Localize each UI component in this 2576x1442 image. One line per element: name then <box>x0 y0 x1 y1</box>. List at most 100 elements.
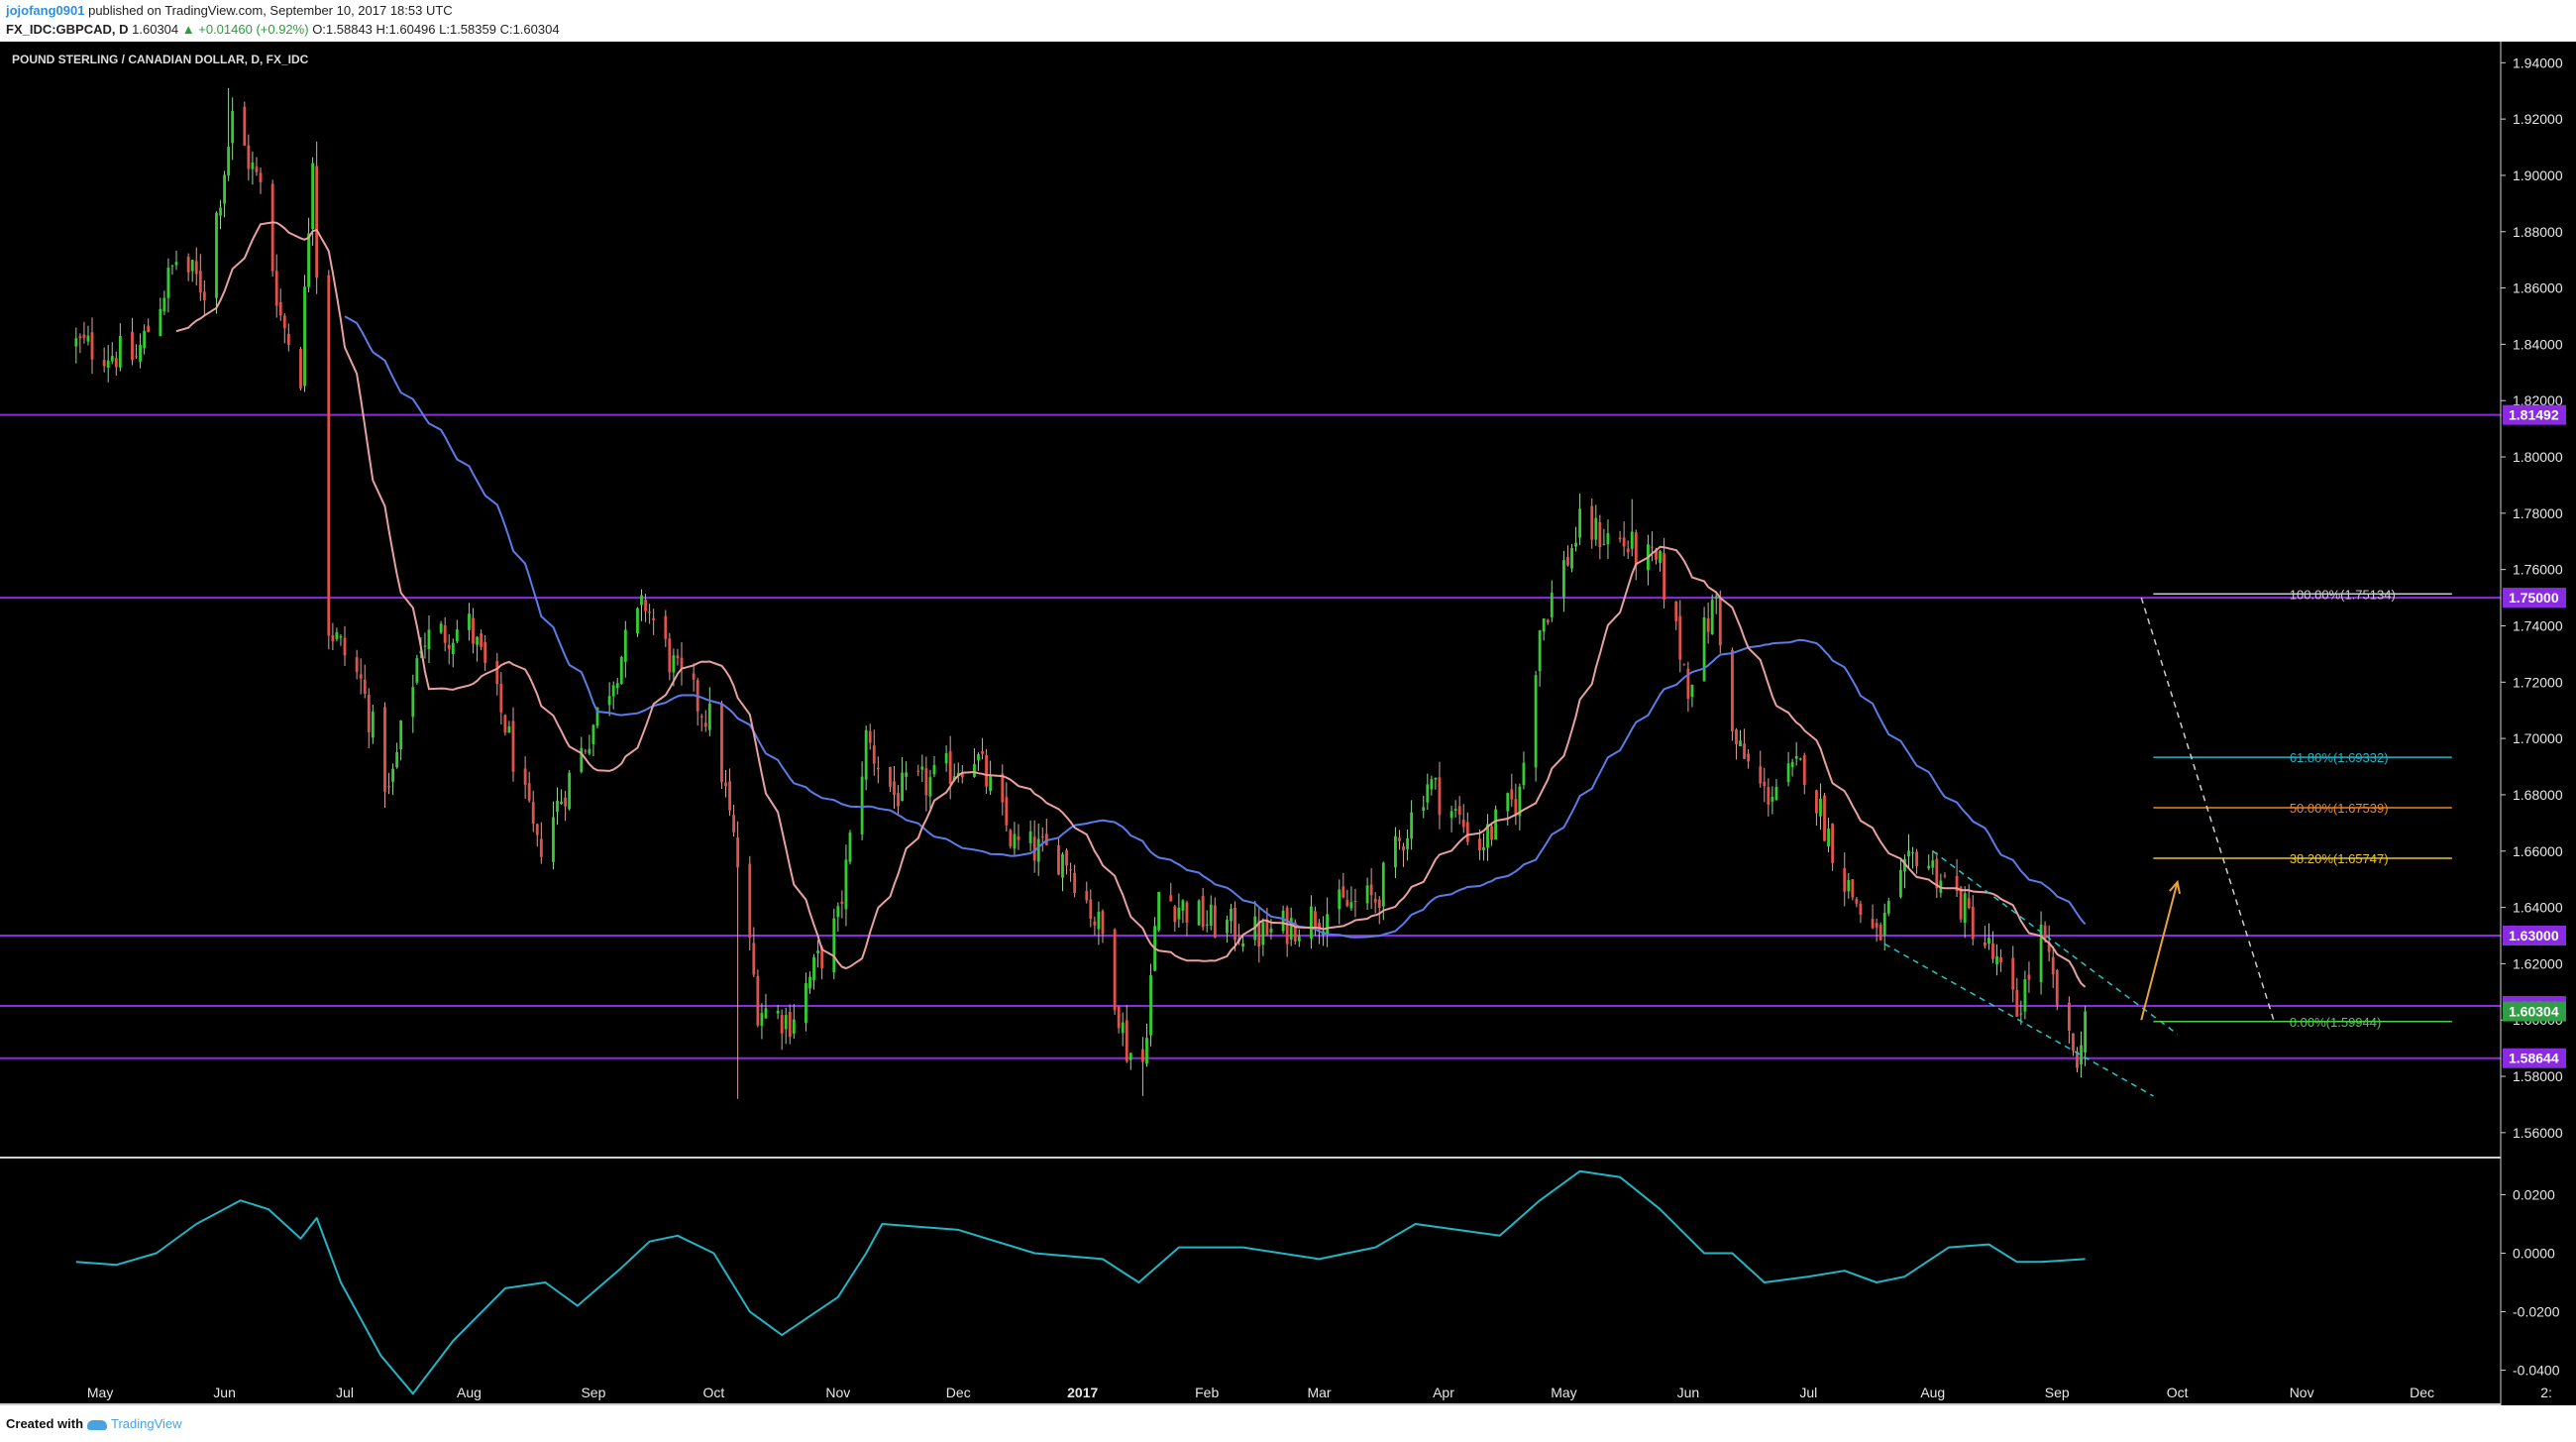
candle-body <box>343 637 347 656</box>
candle-body <box>1630 531 1634 549</box>
candle-body <box>720 704 723 783</box>
candle-body <box>1381 862 1385 907</box>
candle-body <box>2080 1045 2083 1065</box>
bottom-border <box>0 1403 2576 1405</box>
candle-body <box>924 768 928 796</box>
candle-body <box>676 655 680 659</box>
price-axis[interactable]: 1.94000 1.92000 1.90000 1.88000 1.86000 1.840… <box>2500 42 2576 1405</box>
candle-body <box>186 257 190 273</box>
candle-body <box>455 629 459 642</box>
candle-body <box>916 770 920 772</box>
candle-body <box>1261 922 1265 945</box>
time-tick-label: Aug <box>1920 1385 1945 1400</box>
candle-body <box>1365 885 1369 904</box>
candle-body <box>989 776 993 792</box>
candle-body <box>102 360 106 367</box>
candle-body <box>399 721 403 750</box>
candle-body <box>792 1019 796 1034</box>
candle-body <box>1546 619 1550 623</box>
candle-body <box>1465 822 1469 842</box>
candle-body <box>728 781 731 811</box>
candle-body <box>251 163 255 169</box>
candle-body <box>1598 521 1602 548</box>
candle-body <box>1169 895 1173 902</box>
candle-body <box>194 261 198 275</box>
candle-body <box>166 267 170 298</box>
candle-body <box>1289 918 1293 940</box>
candle-body <box>752 943 756 975</box>
candle-body <box>1550 593 1554 617</box>
candle-body <box>1886 901 1890 914</box>
level-price-tag <box>2503 1048 2566 1068</box>
candle-body <box>468 613 471 630</box>
candle-body <box>876 767 880 770</box>
candle-body <box>619 656 623 685</box>
candle-body <box>580 747 584 772</box>
candle-body <box>1622 537 1626 547</box>
candle-body <box>315 166 319 278</box>
candle-body <box>202 291 206 300</box>
price-chart[interactable]: POUND STERLING / CANADIAN DOLLAR, D, FX_… <box>0 42 2576 1405</box>
oscillator-line <box>75 1169 2086 1395</box>
candle-body <box>748 863 752 939</box>
candle-body <box>106 360 110 368</box>
price-tick-label: 1.86000 <box>2513 280 2563 296</box>
time-tick-label: May <box>1551 1385 1576 1400</box>
candle-body <box>1983 942 1986 946</box>
candle-body <box>1128 1053 1132 1060</box>
publish-info: published on TradingView.com, September … <box>88 3 453 18</box>
fib-level-label: 50.00%(1.67539) <box>2290 801 2389 816</box>
candle-body <box>1718 599 1722 646</box>
candle-body <box>219 207 222 216</box>
candle-body <box>672 655 676 673</box>
candle-body <box>1851 879 1855 898</box>
candle-body <box>591 724 595 745</box>
time-axis[interactable]: May Jun Jul Aug Sep Oct Nov Dec 2017 Feb Mar Apr May… <box>87 1385 2552 1400</box>
tradingview-logo[interactable]: TradingView <box>87 1416 182 1431</box>
candle-body <box>1241 943 1245 947</box>
candle-body <box>1594 517 1598 540</box>
candle-body <box>476 636 479 645</box>
candle-body <box>1774 786 1778 801</box>
level-price-label: 1.58644 <box>2509 1051 2559 1066</box>
candle-body <box>198 271 202 293</box>
candle-body <box>977 754 980 760</box>
candle-body <box>1915 851 1919 866</box>
price-tick-label: 1.94000 <box>2513 55 2563 70</box>
candle-body <box>339 636 343 638</box>
candle-body <box>588 748 591 754</box>
candle-body <box>1349 902 1353 909</box>
candle-body <box>1406 837 1409 849</box>
candle-body <box>1185 902 1189 923</box>
candle-body <box>1843 867 1847 892</box>
candle-body <box>507 725 511 733</box>
candle-body <box>1814 790 1818 814</box>
osc-tick-label: -0.0200 <box>2513 1304 2560 1320</box>
candle-body <box>1510 789 1514 800</box>
candle-body <box>1875 923 1878 929</box>
candle-body <box>1402 845 1405 851</box>
candle-body <box>1230 908 1233 922</box>
candle-body <box>1674 601 1678 621</box>
candle-body <box>1113 929 1117 1011</box>
candle-body <box>227 147 231 176</box>
time-tick-label: Oct <box>702 1385 724 1400</box>
candle-body <box>1478 838 1481 851</box>
change-text: ▲ +0.01460 (+0.92%) <box>181 22 309 37</box>
candle-body <box>928 777 932 797</box>
author-link[interactable]: jojofang0901 <box>6 3 85 18</box>
price-tick-label: 1.72000 <box>2513 674 2563 690</box>
candle-body <box>644 600 647 611</box>
candle-body <box>1009 830 1013 847</box>
candle-body <box>1659 551 1662 563</box>
candle-body <box>1514 799 1518 816</box>
candle-body <box>1735 729 1738 744</box>
time-tick-label: Sep <box>2045 1385 2070 1400</box>
candle-body <box>1702 617 1706 682</box>
candle-body <box>1759 766 1763 784</box>
candle-body <box>86 335 90 342</box>
candle-body <box>1486 824 1489 848</box>
candle-body <box>2019 1013 2023 1015</box>
candle-body <box>1802 755 1806 785</box>
time-tick-label: Dec <box>2410 1385 2434 1400</box>
